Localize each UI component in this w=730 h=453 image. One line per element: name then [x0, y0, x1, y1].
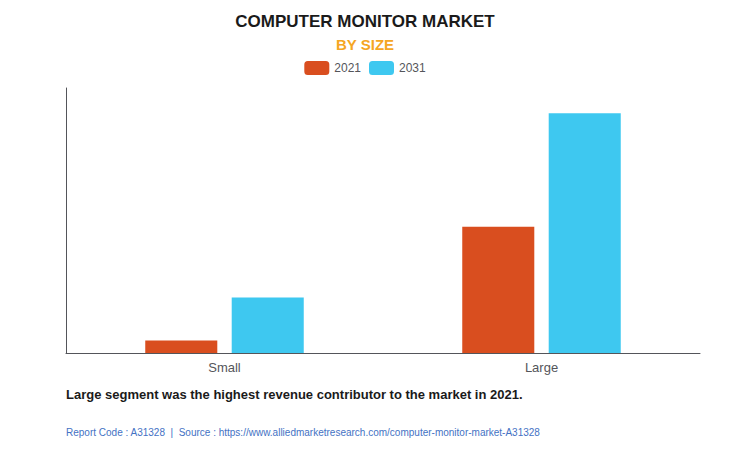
- svg-text:COMPUTER MONITOR MARKET: COMPUTER MONITOR MARKET: [235, 12, 495, 31]
- svg-text:Report Code : A31328 | Sourc: Report Code : A31328 | Source : https://…: [66, 427, 540, 438]
- svg-text:2021: 2021: [334, 61, 361, 75]
- svg-text:Small: Small: [208, 360, 241, 375]
- svg-text:Large segment was the highest: Large segment was the highest revenue co…: [66, 387, 523, 402]
- svg-text:Large: Large: [525, 360, 558, 375]
- svg-text:BY SIZE: BY SIZE: [336, 36, 394, 53]
- svg-text:2031: 2031: [399, 61, 426, 75]
